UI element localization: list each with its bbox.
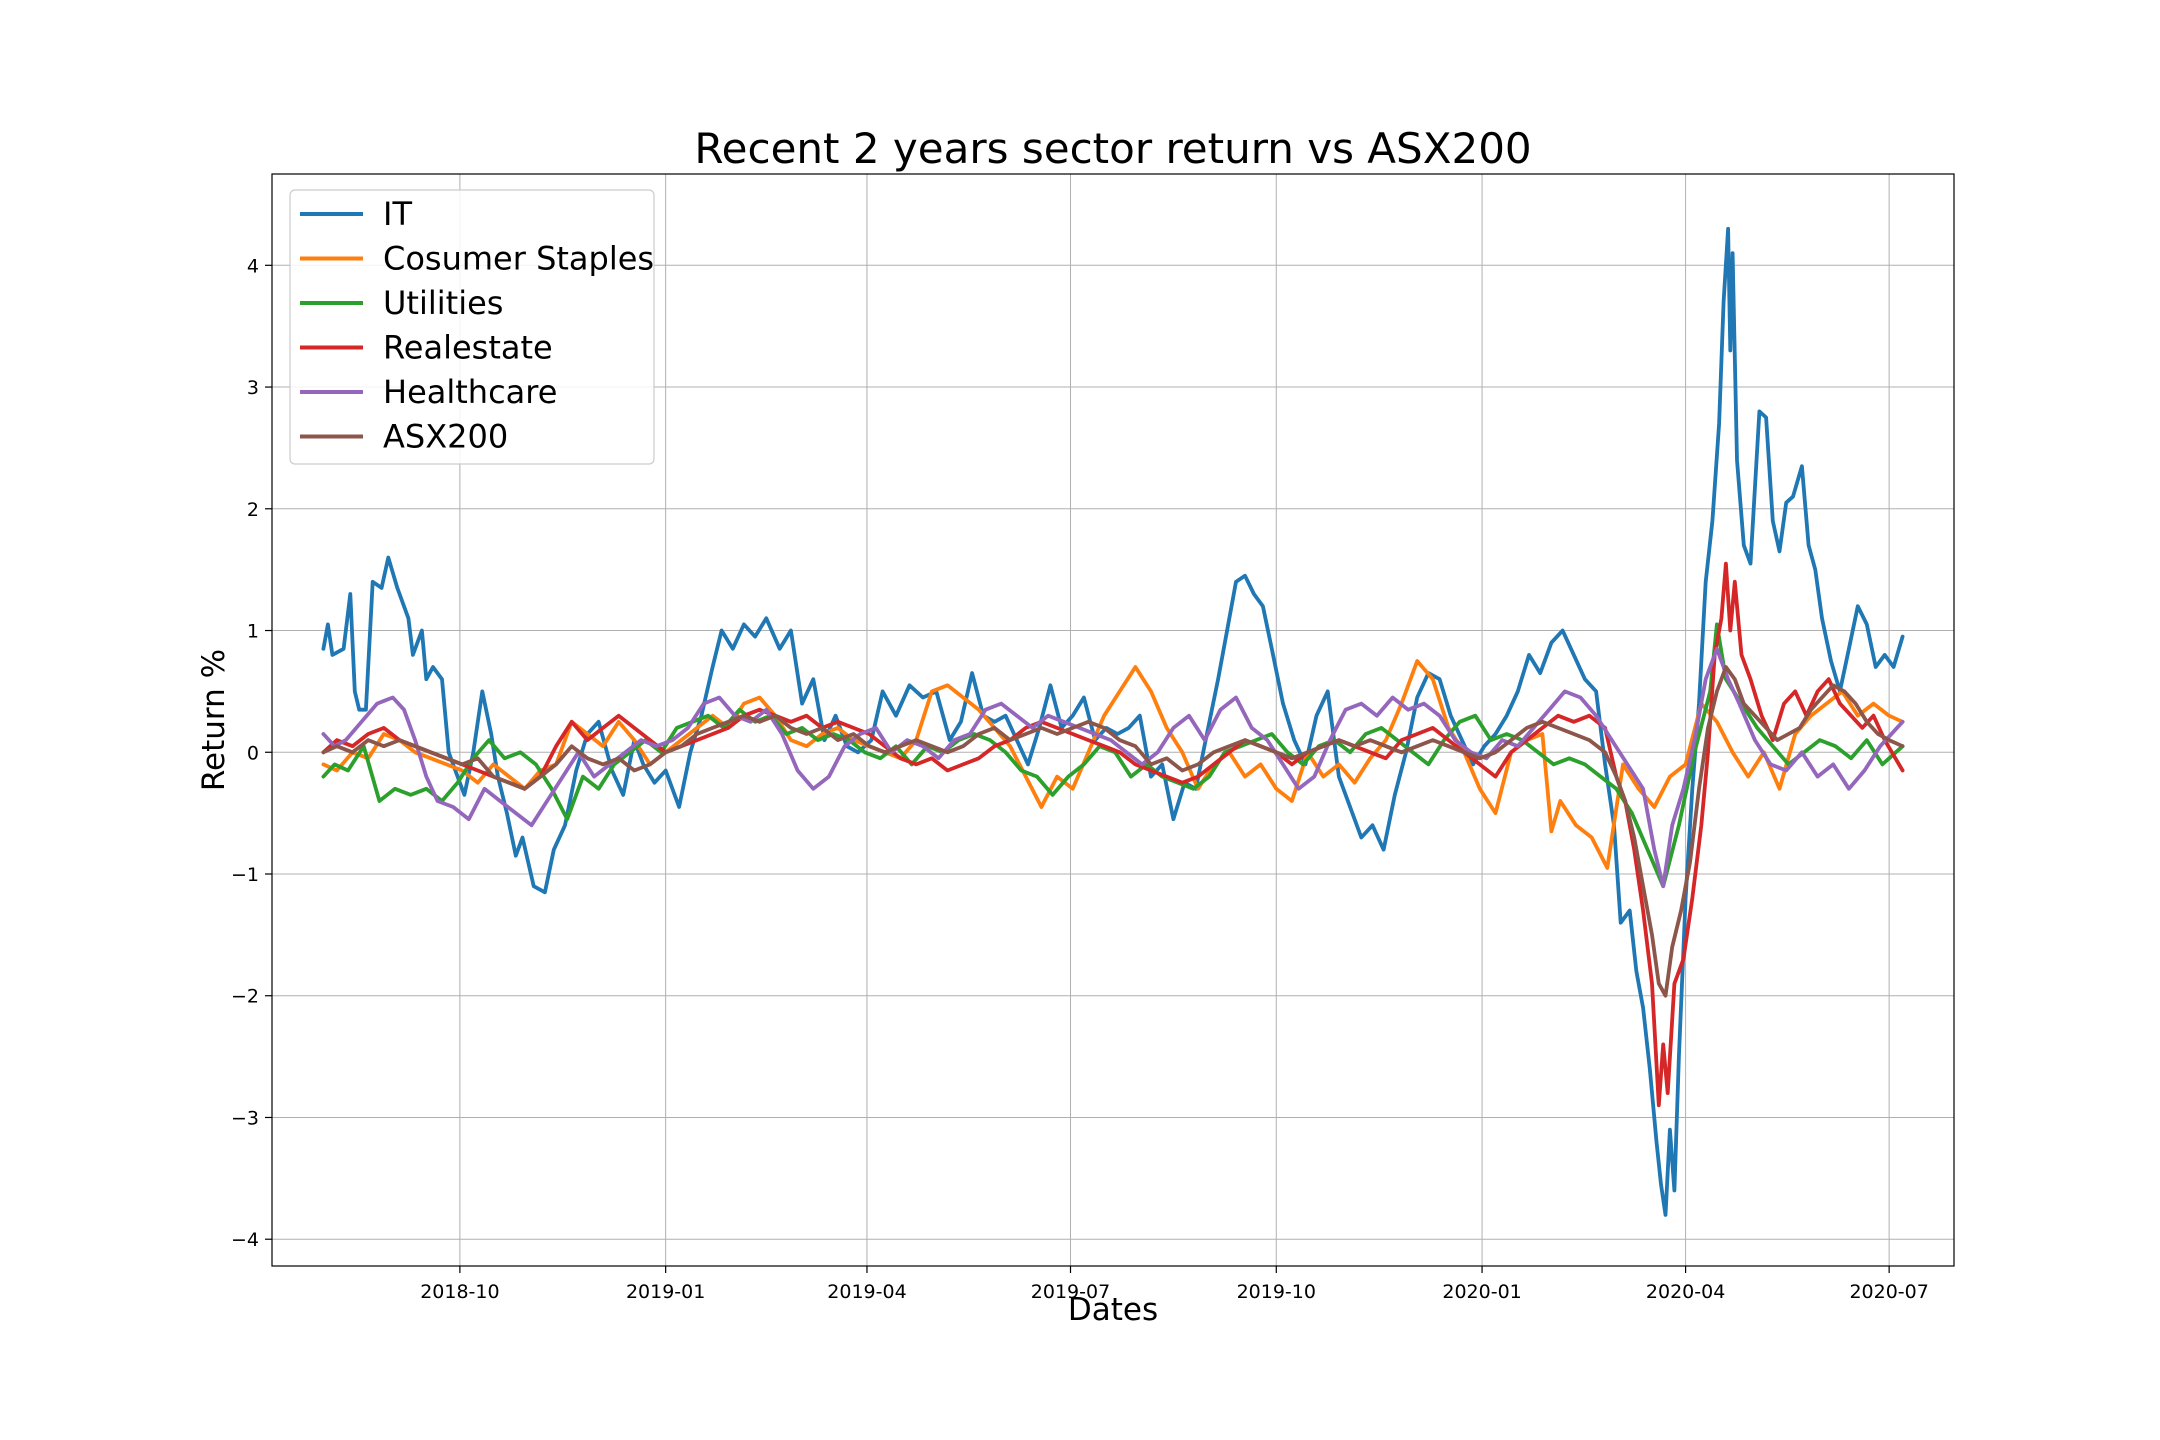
y-tick-label: 2	[247, 499, 259, 521]
x-axis-ticks: 2018-10 2019-01 2019-04 2019-07 2019-10 2020-…	[420, 1266, 1929, 1303]
x-tick-label: 2019-01	[626, 1281, 705, 1303]
series-line-asx200	[321, 665, 1905, 998]
legend-label-cosumer-staples: Cosumer Staples	[383, 240, 654, 278]
y-tick-label: 3	[247, 377, 259, 399]
legend-label-utilities: Utilities	[383, 284, 503, 322]
x-axis-label: Dates	[1068, 1292, 1158, 1328]
y-tick-label: 0	[247, 742, 259, 764]
y-axis-ticks: 4 3 2 1 0 −1 −2 −3 −4	[231, 255, 272, 1251]
plot-frame	[271, 173, 1955, 1267]
y-tick-label: −1	[231, 864, 259, 886]
chart-title: Recent 2 years sector return vs ASX200	[694, 124, 1531, 173]
y-tick-label: −3	[231, 1107, 259, 1129]
legend-box	[289, 189, 655, 465]
series-lines	[321, 226, 1905, 1217]
series-line-cosumer-staples	[321, 659, 1905, 870]
legend-label-realestate: Realestate	[383, 329, 553, 367]
x-tick-label: 2020-01	[1442, 1281, 1521, 1303]
legend-label-asx200: ASX200	[383, 418, 508, 456]
x-tick-label: 2020-04	[1646, 1281, 1725, 1303]
y-tick-label: −2	[231, 986, 259, 1008]
y-axis-label: Return %	[196, 649, 232, 791]
series-line-realestate	[321, 561, 1905, 1108]
legend-label-it: IT	[383, 195, 412, 233]
x-tick-label: 2019-10	[1237, 1281, 1316, 1303]
x-tick-label: 2020-07	[1849, 1281, 1928, 1303]
x-tick-label: 2019-07	[1031, 1281, 1110, 1303]
legend-label-healthcare: Healthcare	[383, 373, 557, 411]
y-tick-label: −4	[231, 1229, 259, 1251]
y-tick-label: 1	[247, 621, 259, 643]
series-line-healthcare	[321, 646, 1905, 889]
x-tick-label: 2018-10	[420, 1281, 499, 1303]
series-line-it	[321, 226, 1905, 1217]
y-tick-label: 4	[247, 255, 259, 277]
legend: IT Cosumer Staples Utilities Realestate Heal…	[289, 189, 655, 465]
x-tick-label: 2019-04	[827, 1281, 906, 1303]
